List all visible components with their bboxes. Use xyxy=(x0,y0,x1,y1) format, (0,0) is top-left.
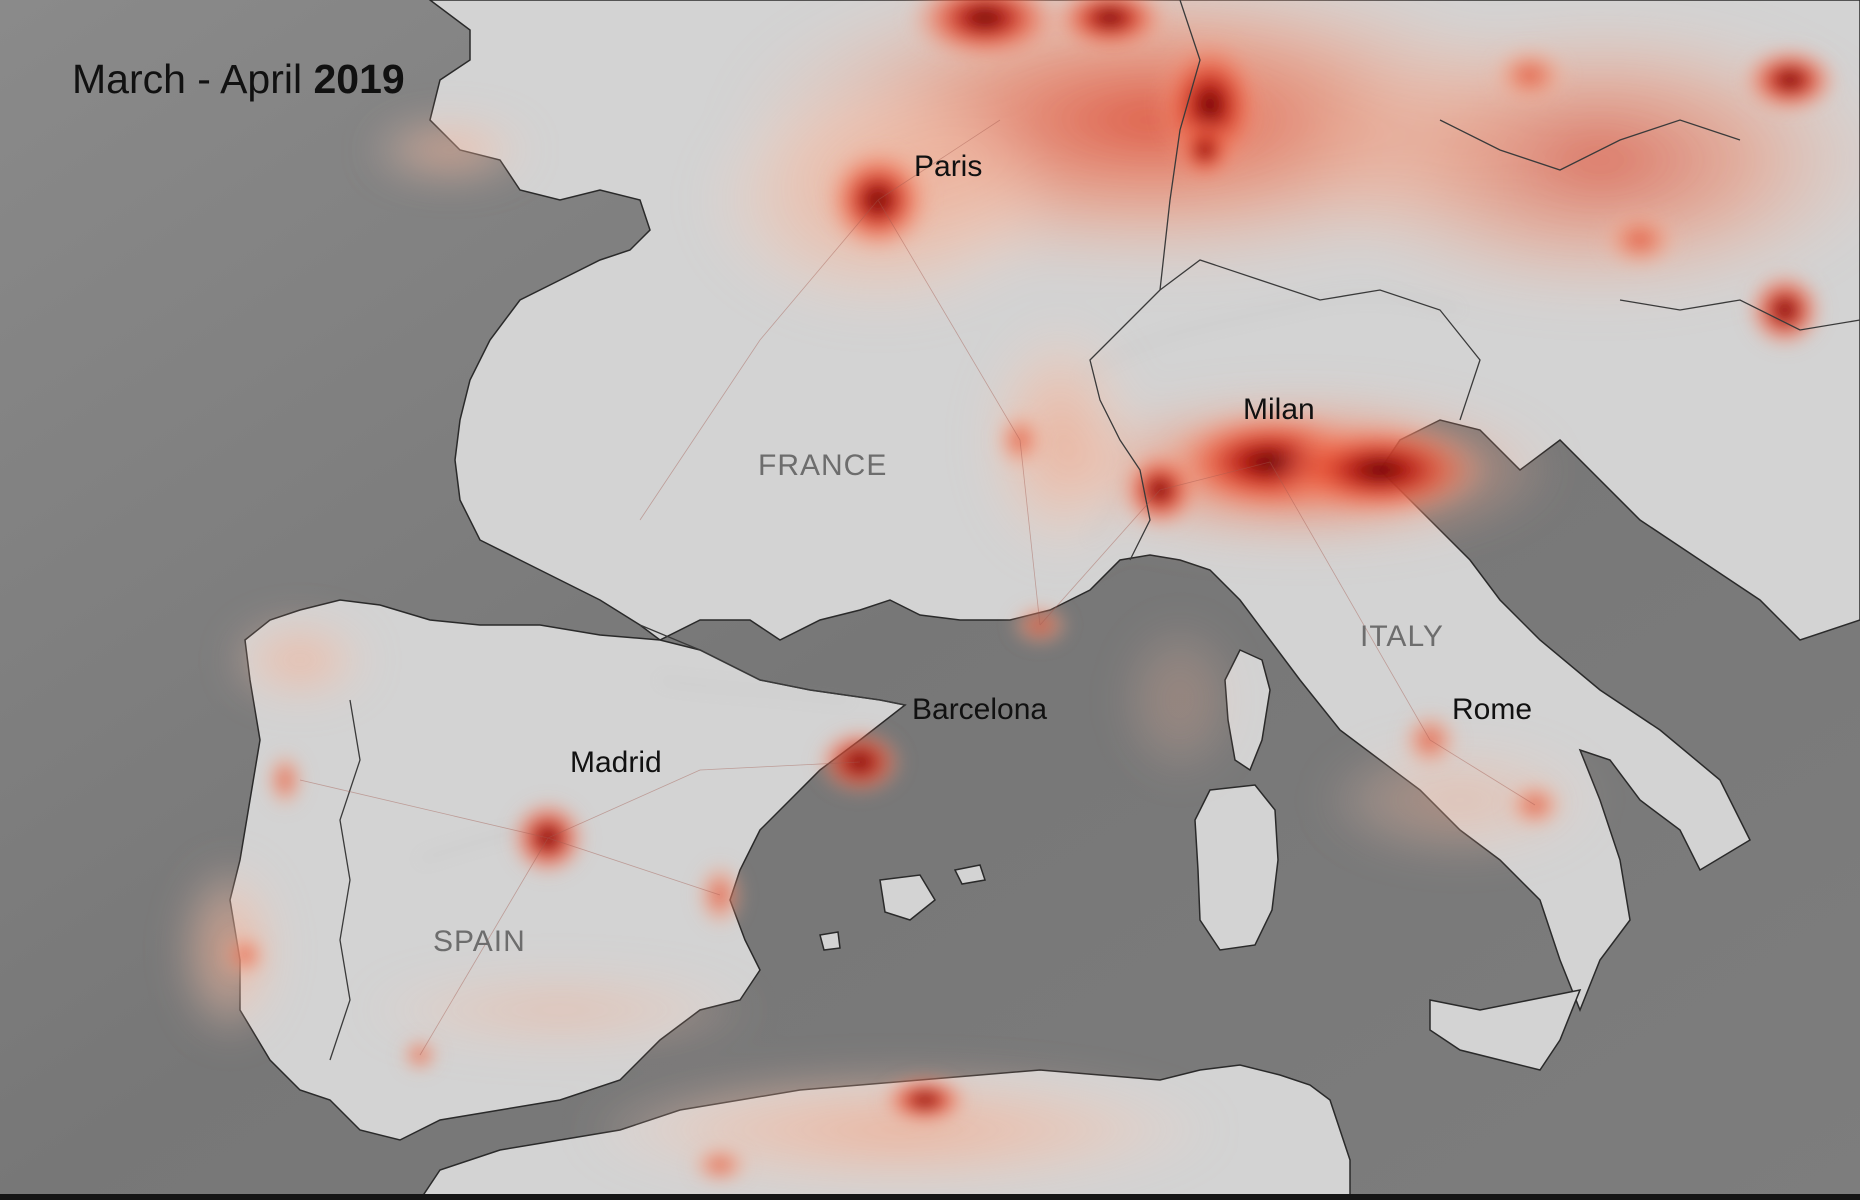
country-label-spain: SPAIN xyxy=(433,925,526,958)
hotspot-lisbon xyxy=(223,933,267,977)
hotspot-naples xyxy=(1505,780,1565,830)
land-sardinia xyxy=(1194,784,1279,951)
city-label-milan: Milan xyxy=(1243,393,1315,426)
hotspot-porto xyxy=(265,750,305,810)
hotspot-oran xyxy=(690,1145,750,1185)
hotspot-paris xyxy=(823,145,933,255)
land-ibiza xyxy=(819,931,841,951)
city-label-barcelona: Barcelona xyxy=(912,693,1048,726)
hotspot-vienna xyxy=(1600,210,1680,270)
pollution-hotspots xyxy=(223,0,1840,1185)
hotspot-algiers xyxy=(880,1075,970,1125)
hotspot-po-valley xyxy=(1270,420,1490,520)
country-label-italy: ITALY xyxy=(1360,620,1444,653)
road-network xyxy=(299,119,1536,1056)
hotspot-seville xyxy=(400,1037,440,1073)
land-mallorca xyxy=(879,874,936,921)
hotspot-prague xyxy=(1490,45,1570,105)
hotspot-budapest xyxy=(1745,270,1825,350)
hotspot-lyon xyxy=(995,410,1045,470)
hotspot-marseille xyxy=(1010,603,1070,647)
city-label-paris: Paris xyxy=(914,150,983,183)
hotspot-madrid xyxy=(508,798,588,878)
hotspot-valencia xyxy=(695,860,745,930)
title-prefix: March - April xyxy=(72,56,314,102)
hotspot-rome xyxy=(1400,710,1460,770)
city-label-rome: Rome xyxy=(1452,693,1533,726)
hotspot-krakow xyxy=(1740,45,1840,115)
land-menorca xyxy=(953,864,986,885)
hotspot-barcelona xyxy=(815,727,905,797)
map-title: March - April 2019 xyxy=(72,56,405,103)
bottom-bar xyxy=(0,1194,1860,1200)
land-sicily xyxy=(1429,988,1582,1071)
hotspot-frankfurt xyxy=(1050,0,1170,53)
title-year: 2019 xyxy=(313,56,405,102)
country-label-france: FRANCE xyxy=(758,449,888,482)
country-borders xyxy=(329,0,1860,1061)
hotspot-ruhr xyxy=(905,0,1065,63)
hotspot-stuttgart xyxy=(1175,120,1235,180)
city-label-madrid: Madrid xyxy=(570,746,662,779)
